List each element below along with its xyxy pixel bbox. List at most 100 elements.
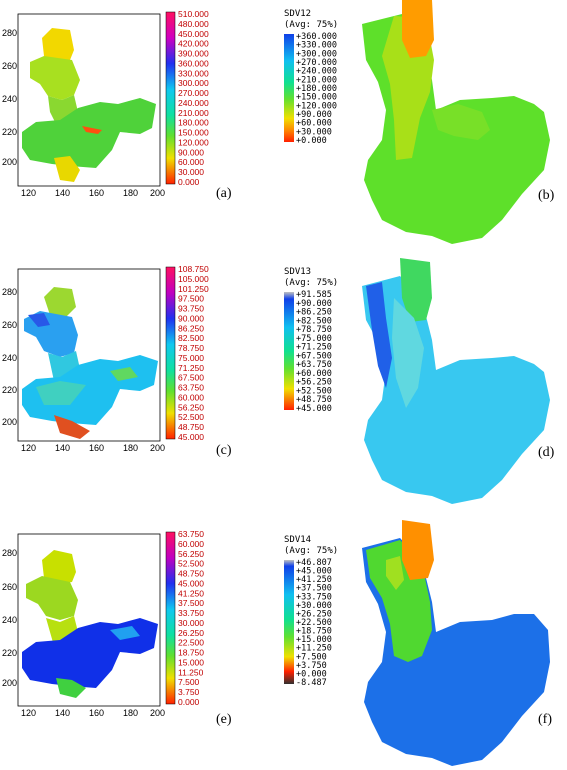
panel-d-subtitle: (Avg: 75%) — [284, 278, 338, 288]
colorbar-tick-label: 15.000 — [178, 657, 204, 667]
colorbar-tick-label: +120.000 — [296, 101, 337, 111]
colorbar-tick-label: -8.487 — [296, 678, 327, 688]
colorbar-tick-label: 360.000 — [178, 58, 209, 68]
panel-e-axes: 280 260 240 220 200 120 140 160 180 200 — [2, 533, 165, 718]
panel-c-xtick: 160 — [89, 443, 104, 453]
colorbar-tick-label: 11.250 — [178, 667, 204, 677]
colorbar-tick-label: +67.500 — [296, 351, 332, 361]
panel-a-colorbar — [165, 11, 176, 185]
panel-e-colorbar-labels: 63.75060.00056.25052.50048.75045.00041.2… — [178, 529, 204, 707]
colorbar-tick-label: +330.000 — [296, 41, 337, 51]
colorbar-tick-label: +30.000 — [296, 127, 332, 137]
colorbar-tick-label: 60.000 — [178, 392, 204, 402]
colorbar-tick-label: +60.000 — [296, 119, 332, 129]
panel-a-letter: (a) — [216, 186, 232, 201]
panel-d-colorbar-labels: +91.585+90.000+86.250+82.500+78.750+75.0… — [296, 290, 332, 414]
colorbar-tick-label: 90.000 — [178, 313, 204, 323]
panel-c-xtick: 120 — [21, 443, 36, 453]
panel-e-ytick: 200 — [2, 678, 17, 688]
panel-f-subtitle: (Avg: 75%) — [284, 546, 338, 556]
panel-f-colorbar — [284, 560, 294, 684]
colorbar-tick-label: +60.000 — [296, 369, 332, 379]
panel-a-xtick: 120 — [21, 188, 36, 198]
colorbar-tick-label: 300.000 — [178, 78, 209, 88]
colorbar-tick-label: 120.000 — [178, 137, 209, 147]
colorbar-tick-label: 0.000 — [178, 177, 200, 187]
colorbar-tick-label: 63.750 — [178, 383, 204, 393]
panel-c: 280 260 240 220 200 120 140 160 180 200 … — [2, 264, 209, 453]
colorbar-tick-label: +150.000 — [296, 93, 337, 103]
panel-c-field — [22, 287, 158, 439]
colorbar-tick-label: 7.500 — [178, 677, 200, 687]
colorbar-tick-label: 420.000 — [178, 39, 209, 49]
panel-e-xtick: 180 — [123, 708, 138, 718]
colorbar-tick-label: 45.000 — [178, 432, 204, 442]
panel-c-xtick: 200 — [150, 443, 165, 453]
panel-a: 280 260 240 220 200 120 140 160 180 200 … — [2, 9, 209, 198]
colorbar-tick-label: 270.000 — [178, 88, 209, 98]
colorbar-tick-label: 390.000 — [178, 49, 209, 59]
colorbar-tick-label: 78.750 — [178, 343, 204, 353]
panel-e-ytick: 280 — [2, 548, 17, 558]
panel-b-field — [362, 0, 550, 244]
colorbar-tick-label: +0.000 — [296, 136, 327, 146]
colorbar-tick-label: +45.000 — [296, 567, 332, 577]
panel-a-ytick: 260 — [2, 61, 17, 71]
colorbar-tick-label: +86.250 — [296, 308, 332, 318]
colorbar-tick-label: 30.000 — [178, 167, 204, 177]
panel-f-field — [362, 520, 550, 766]
colorbar-tick-label: +75.000 — [296, 334, 332, 344]
panel-a-xtick: 160 — [89, 188, 104, 198]
panel-c-ytick: 220 — [2, 385, 17, 395]
colorbar-tick-label: 63.750 — [178, 529, 204, 539]
colorbar-tick-label: 3.750 — [178, 687, 200, 697]
panel-c-ytick: 280 — [2, 287, 17, 297]
colorbar-tick-label: +270.000 — [296, 58, 337, 68]
panel-d: SDV13 (Avg: 75%) +91.585+90.000+86.250+8… — [284, 258, 550, 504]
panel-a-ytick: 240 — [2, 94, 17, 104]
colorbar-tick-label: +360.000 — [296, 32, 337, 42]
panel-f-colorbar-labels: +46.807+45.000+41.250+37.500+33.750+30.0… — [296, 558, 332, 688]
colorbar-tick-label: 108.750 — [178, 264, 209, 274]
colorbar-tick-label: 75.000 — [178, 353, 204, 363]
colorbar-tick-label: +33.750 — [296, 592, 332, 602]
colorbar-tick-label: 45.000 — [178, 578, 204, 588]
colorbar-tick-label: 97.500 — [178, 294, 204, 304]
colorbar-tick-label: 90.000 — [178, 147, 204, 157]
colorbar-tick-label: 330.000 — [178, 68, 209, 78]
panel-a-ytick: 200 — [2, 157, 17, 167]
panel-c-ytick: 260 — [2, 320, 17, 330]
panel-d-title: SDV13 — [284, 267, 311, 277]
colorbar-tick-label: +52.500 — [296, 386, 332, 396]
colorbar-tick-label: +7.500 — [296, 652, 327, 662]
colorbar-tick-label: +26.250 — [296, 609, 332, 619]
panel-b-colorbar-labels: +360.000+330.000+300.000+270.000+240.000… — [296, 32, 337, 146]
colorbar-tick-label: 52.500 — [178, 412, 204, 422]
panel-b-colorbar — [284, 34, 294, 142]
colorbar-tick-label: +240.000 — [296, 67, 337, 77]
panel-a-xtick: 140 — [55, 188, 70, 198]
colorbar-tick-label: 105.000 — [178, 274, 209, 284]
panel-a-axes: 280 260 240 220 200 120 140 160 180 200 — [2, 13, 165, 198]
panel-a-ytick: 280 — [2, 28, 17, 38]
colorbar-tick-label: +180.000 — [296, 84, 337, 94]
colorbar-tick-label: +22.500 — [296, 618, 332, 628]
panel-e-letter: (e) — [216, 712, 232, 727]
colorbar-tick-label: 41.250 — [178, 588, 204, 598]
panel-c-ytick: 200 — [2, 417, 17, 427]
panel-e-ytick: 240 — [2, 615, 17, 625]
panel-c-xtick: 180 — [123, 443, 138, 453]
colorbar-tick-label: 101.250 — [178, 284, 209, 294]
colorbar-tick-label: 30.000 — [178, 618, 204, 628]
panel-c-axes: 280 260 240 220 200 120 140 160 180 200 — [2, 268, 165, 453]
panel-c-ytick: 240 — [2, 353, 17, 363]
panel-d-letter: (d) — [538, 445, 555, 460]
colorbar-tick-label: +210.000 — [296, 75, 337, 85]
colorbar-tick-label: 210.000 — [178, 108, 209, 118]
colorbar-tick-label: 86.250 — [178, 323, 204, 333]
colorbar-tick-label: +56.250 — [296, 378, 332, 388]
colorbar-tick-label: +63.750 — [296, 360, 332, 370]
colorbar-tick-label: +90.000 — [296, 110, 332, 120]
panel-c-xtick: 140 — [55, 443, 70, 453]
panel-e-colorbar — [165, 531, 176, 705]
